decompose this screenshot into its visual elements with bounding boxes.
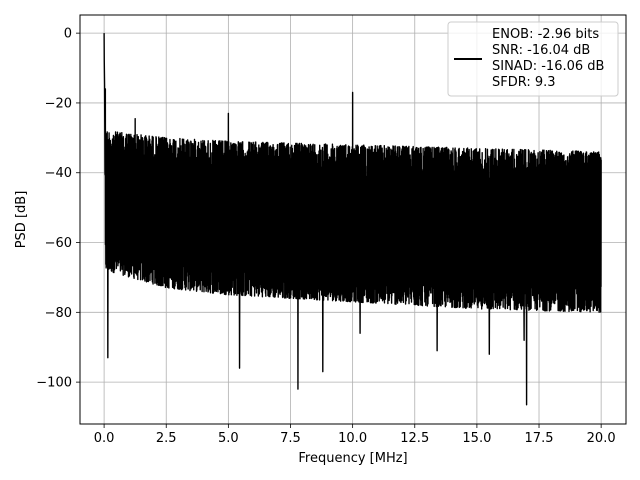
x-tick-label: 7.5: [280, 431, 301, 446]
x-tick-label: 12.5: [400, 431, 429, 446]
legend-entry: SFDR: 9.3: [492, 75, 556, 90]
x-tick-label: 10.0: [338, 431, 367, 446]
x-axis: 0.0 2.5 5.0 7.5 10.0 12.5 15.0 17.5 20.0: [94, 424, 616, 446]
plot-area: [103, 33, 602, 406]
x-tick-label: 20.0: [587, 431, 616, 446]
x-tick-label: 17.5: [525, 431, 554, 446]
legend-entry: SINAD: -16.06 dB: [492, 59, 604, 74]
y-tick-label: −60: [45, 236, 72, 251]
psd-series-line: [103, 33, 602, 406]
y-axis: 0 −20 −40 −60 −80 −100: [36, 27, 80, 391]
y-tick-label: −100: [36, 376, 72, 391]
x-tick-label: 2.5: [156, 431, 177, 446]
legend-entry: ENOB: -2.96 bits: [492, 27, 599, 42]
y-tick-label: 0: [64, 27, 72, 42]
x-tick-label: 0.0: [94, 431, 115, 446]
y-tick-label: −80: [45, 306, 72, 321]
y-axis-label: PSD [dB]: [14, 191, 29, 249]
legend: ENOB: -2.96 bits SNR: -16.04 dB SINAD: -…: [447, 21, 619, 97]
x-tick-label: 5.0: [218, 431, 239, 446]
legend-entry: SNR: -16.04 dB: [492, 43, 590, 58]
y-tick-label: −40: [45, 166, 72, 181]
legend-box: [447, 21, 619, 97]
x-axis-label: Frequency [MHz]: [298, 451, 407, 466]
x-tick-label: 15.0: [462, 431, 491, 446]
y-tick-label: −20: [45, 96, 72, 111]
